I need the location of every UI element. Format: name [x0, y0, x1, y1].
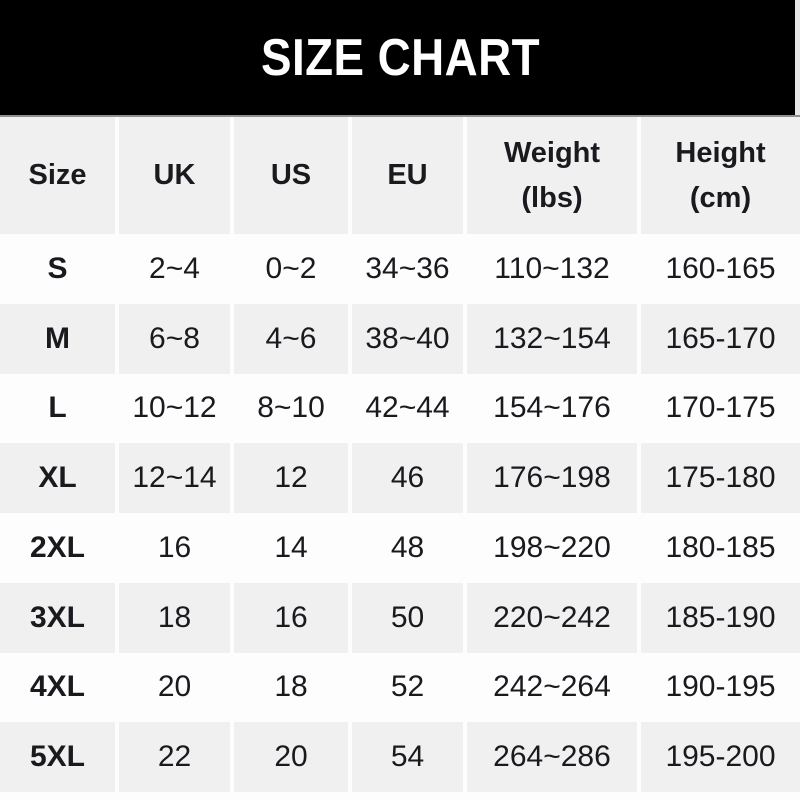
cell-height-cm: 180-185 — [637, 513, 800, 583]
cell-height-cm: 160-165 — [637, 234, 800, 304]
table-body: S 2~4 0~2 34~36 110~132 160-165 M 6~8 4~6 38~40 13… — [0, 234, 800, 792]
cell-us: 12 — [230, 443, 348, 513]
cell-uk: 6~8 — [115, 303, 230, 374]
cell-weight-lbs: 110~132 — [463, 234, 637, 304]
table-header-row: Size UK US EU Weight (lbs) Height (cm) — [0, 117, 800, 234]
cell-weight-lbs: 220~242 — [463, 582, 637, 653]
size-label: 5XL — [0, 722, 115, 792]
cell-height-cm: 170-175 — [637, 373, 800, 444]
cell-uk: 16 — [115, 513, 230, 583]
table-row-l: L 10~12 8~10 42~44 154~176 170-175 — [0, 373, 800, 444]
size-label: M — [0, 303, 115, 374]
table-row-s: S 2~4 0~2 34~36 110~132 160-165 — [0, 234, 800, 304]
cell-us: 18 — [230, 652, 348, 723]
cell-weight-lbs: 242~264 — [463, 652, 637, 723]
cell-weight-lbs: 198~220 — [463, 513, 637, 583]
cell-weight-lbs: 264~286 — [463, 722, 637, 792]
cell-uk: 20 — [115, 652, 230, 723]
cell-uk: 10~12 — [115, 373, 230, 444]
cell-height-cm: 195-200 — [637, 722, 800, 792]
cell-weight-lbs: 132~154 — [463, 303, 637, 374]
cell-uk: 18 — [115, 582, 230, 653]
column-header-height-cm: Height (cm) — [637, 117, 800, 234]
column-header-size: Size — [0, 117, 115, 234]
size-chart-table: Size UK US EU Weight (lbs) Height (cm) S 2~4 0~… — [0, 117, 800, 792]
table-row-5xl: 5XL 22 20 54 264~286 195-200 — [0, 722, 800, 792]
cell-height-cm: 165-170 — [637, 303, 800, 374]
size-label: 2XL — [29, 530, 86, 564]
column-header-uk: UK — [115, 117, 230, 234]
cell-uk: 12~14 — [115, 443, 230, 513]
cell-us: 4~6 — [230, 303, 348, 374]
table-row-2xl: 2XL 16 14 48 198~220 180-185 — [0, 513, 800, 583]
cell-height-cm: 190-195 — [637, 652, 800, 723]
column-header-eu: EU — [348, 117, 463, 234]
cell-us: 0~2 — [230, 234, 348, 304]
cell-eu: 50 — [348, 582, 463, 653]
cell-weight-lbs: 176~198 — [463, 443, 637, 513]
page-title: SIZE CHART — [260, 28, 540, 87]
cell-weight-lbs: 154~176 — [463, 373, 637, 444]
cell-eu: 42~44 — [348, 373, 463, 444]
cell-eu: 48 — [348, 513, 463, 583]
cell-eu: 52 — [348, 652, 463, 723]
cell-us: 20 — [230, 722, 348, 792]
cell-eu: 54 — [348, 722, 463, 792]
cell-us: 16 — [230, 582, 348, 653]
size-label: XL — [0, 443, 115, 513]
cell-us: 14 — [230, 513, 348, 583]
cell-eu: 38~40 — [348, 303, 463, 374]
cell-uk: 22 — [115, 722, 230, 792]
table-row-3xl: 3XL 18 16 50 220~242 185-190 — [0, 582, 800, 653]
size-label: S — [47, 251, 68, 285]
banner-right-edge — [795, 0, 800, 115]
cell-us: 8~10 — [230, 373, 348, 444]
cell-height-cm: 175-180 — [637, 443, 800, 513]
cell-eu: 46 — [348, 443, 463, 513]
column-header-weight-lbs: Weight (lbs) — [463, 117, 637, 234]
table-row-m: M 6~8 4~6 38~40 132~154 165-170 — [0, 303, 800, 374]
size-label: 4XL — [29, 670, 86, 704]
title-banner: SIZE CHART — [0, 0, 800, 117]
cell-height-cm: 185-190 — [637, 582, 800, 653]
cell-uk: 2~4 — [115, 234, 230, 304]
size-label: L — [48, 391, 67, 425]
cell-eu: 34~36 — [348, 234, 463, 304]
table-row-xl: XL 12~14 12 46 176~198 175-180 — [0, 443, 800, 513]
column-header-us: US — [230, 117, 348, 234]
size-label: 3XL — [0, 582, 115, 653]
table-row-4xl: 4XL 20 18 52 242~264 190-195 — [0, 652, 800, 723]
bottom-strip — [0, 792, 800, 800]
